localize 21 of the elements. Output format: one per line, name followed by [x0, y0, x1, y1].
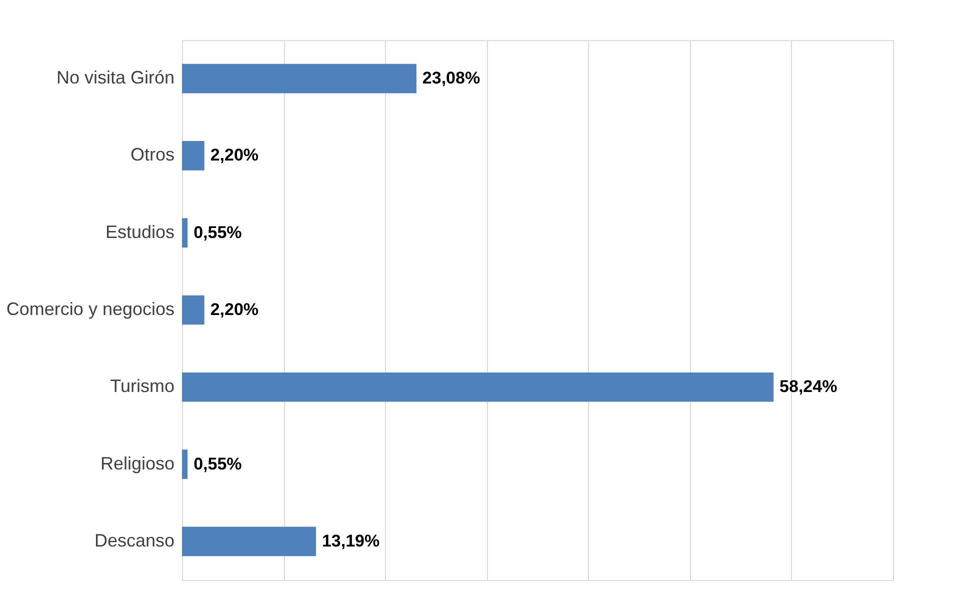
data-label: 0,55% — [194, 454, 242, 474]
data-label: 58,24% — [780, 377, 838, 396]
data-label: 0,55% — [194, 222, 242, 242]
y-tick-label: Turismo — [110, 376, 174, 396]
bar — [182, 64, 416, 94]
y-tick-label: Estudios — [105, 222, 174, 242]
y-tick-label: No visita Girón — [56, 68, 174, 88]
y-tick-label: Otros — [130, 144, 174, 165]
bar — [182, 141, 204, 170]
bar — [182, 218, 188, 248]
bar — [182, 295, 204, 325]
data-label: 2,20% — [210, 300, 259, 319]
bar — [182, 372, 774, 402]
y-tick-label: Descanso — [94, 530, 174, 550]
data-label: 23,08% — [422, 68, 480, 88]
data-label: 13,19% — [322, 531, 380, 550]
y-tick-label: Comercio y negocios — [6, 299, 174, 319]
bar — [182, 526, 316, 556]
data-label: 2,20% — [210, 146, 259, 165]
bar — [182, 450, 188, 479]
y-tick-label: Religioso — [100, 453, 174, 474]
